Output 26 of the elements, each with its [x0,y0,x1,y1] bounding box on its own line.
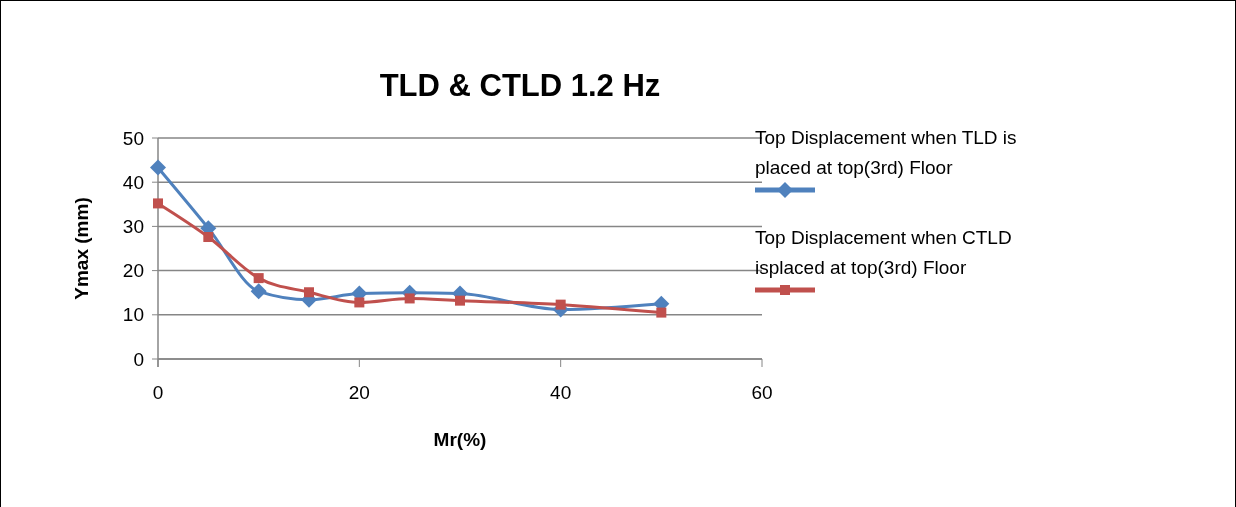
x-tick-label: 0 [152,382,164,403]
y-tick-label: 50 [122,127,144,149]
point [656,307,667,318]
y-tick-label: 30 [122,216,144,238]
x-tick-label: 20 [348,382,370,403]
point [455,295,465,306]
y-axis-title: Ymax (mm) [71,197,92,300]
y-tick-label: 10 [122,304,144,326]
point [250,283,267,300]
chart-title: TLD & CTLD 1.2 Hz [379,68,661,103]
text: Top Displacement when TLD is placed at top(3rd) Floor [755,127,1017,178]
point [203,232,214,243]
x-axis-title: Mr(%) [433,429,487,450]
x-tick-label: 60 [751,382,773,403]
text: Top Displacement when CTLD isplaced at top(3rd) Floor [755,227,1012,278]
y-tick-label: 20 [122,260,144,282]
point [253,273,264,284]
point [555,299,566,310]
point [304,287,314,298]
y-tick-label: 40 [122,171,144,193]
y-tick-label: 0 [133,348,144,370]
point [404,293,415,304]
x-tick-label: 40 [550,382,572,403]
point [150,159,166,176]
point [153,198,163,209]
point [354,297,365,308]
